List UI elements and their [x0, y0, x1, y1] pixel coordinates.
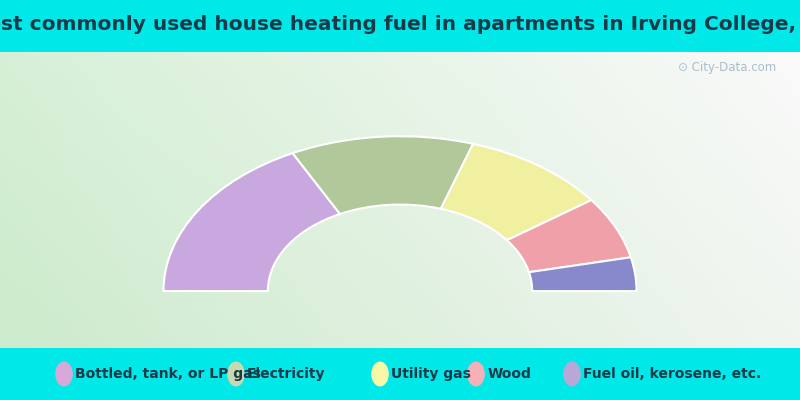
Wedge shape	[529, 257, 637, 291]
Text: ⊙ City-Data.com: ⊙ City-Data.com	[678, 61, 776, 74]
Ellipse shape	[55, 362, 73, 386]
Ellipse shape	[467, 362, 485, 386]
Text: Most commonly used house heating fuel in apartments in Irving College, TN: Most commonly used house heating fuel in…	[0, 16, 800, 34]
Ellipse shape	[563, 362, 581, 386]
Wedge shape	[441, 144, 591, 240]
Text: Utility gas: Utility gas	[391, 367, 471, 381]
Wedge shape	[507, 200, 631, 272]
Ellipse shape	[227, 362, 245, 386]
Text: Bottled, tank, or LP gas: Bottled, tank, or LP gas	[75, 367, 261, 381]
Wedge shape	[293, 136, 473, 214]
Text: Wood: Wood	[487, 367, 531, 381]
Wedge shape	[163, 153, 340, 291]
Text: Fuel oil, kerosene, etc.: Fuel oil, kerosene, etc.	[583, 367, 762, 381]
Text: Electricity: Electricity	[247, 367, 326, 381]
Ellipse shape	[371, 362, 389, 386]
